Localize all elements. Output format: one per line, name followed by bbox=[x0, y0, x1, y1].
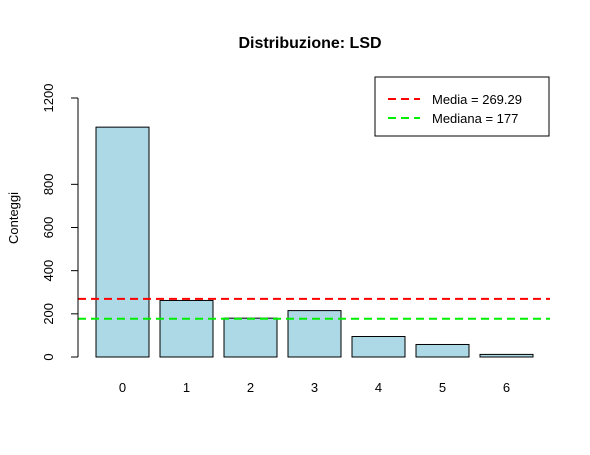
x-tick-label-3: 3 bbox=[311, 380, 318, 395]
y-tick-label-0: 0 bbox=[41, 353, 56, 360]
x-tick-label-5: 5 bbox=[439, 380, 446, 395]
x-tick-label-1: 1 bbox=[183, 380, 190, 395]
legend-label-0: Media = 269.29 bbox=[432, 92, 522, 107]
y-tick-label-600: 600 bbox=[41, 217, 56, 239]
bar-3 bbox=[287, 310, 342, 358]
bar-1 bbox=[159, 299, 214, 358]
chart-title: Distribuzione: LSD bbox=[238, 35, 381, 52]
bar-4 bbox=[351, 335, 406, 358]
y-tick-label-1200: 1200 bbox=[41, 84, 56, 113]
y-tick-label-200: 200 bbox=[41, 303, 56, 325]
legend-label-1: Mediana = 177 bbox=[432, 111, 518, 126]
bar-0 bbox=[95, 126, 150, 358]
y-tick-label-400: 400 bbox=[41, 260, 56, 282]
x-tick-label-2: 2 bbox=[247, 380, 254, 395]
bars-group bbox=[95, 126, 534, 358]
reference-lines-group bbox=[78, 297, 550, 320]
x-tick-label-6: 6 bbox=[503, 380, 510, 395]
bar-6 bbox=[479, 353, 534, 358]
y-axis: 0 200 400 600 800 1200 bbox=[41, 84, 79, 361]
x-tick-label-4: 4 bbox=[375, 380, 382, 395]
legend: Media = 269.29 Mediana = 177 bbox=[374, 76, 550, 137]
y-axis-label: Conteggi bbox=[6, 192, 21, 244]
y-tick-label-800: 800 bbox=[41, 173, 56, 195]
bar-2 bbox=[223, 317, 278, 358]
bar-5 bbox=[415, 343, 470, 358]
x-tick-label-0: 0 bbox=[119, 380, 126, 395]
legend-box bbox=[374, 76, 550, 137]
x-tick-labels: 0 1 2 3 4 5 6 bbox=[119, 380, 510, 395]
